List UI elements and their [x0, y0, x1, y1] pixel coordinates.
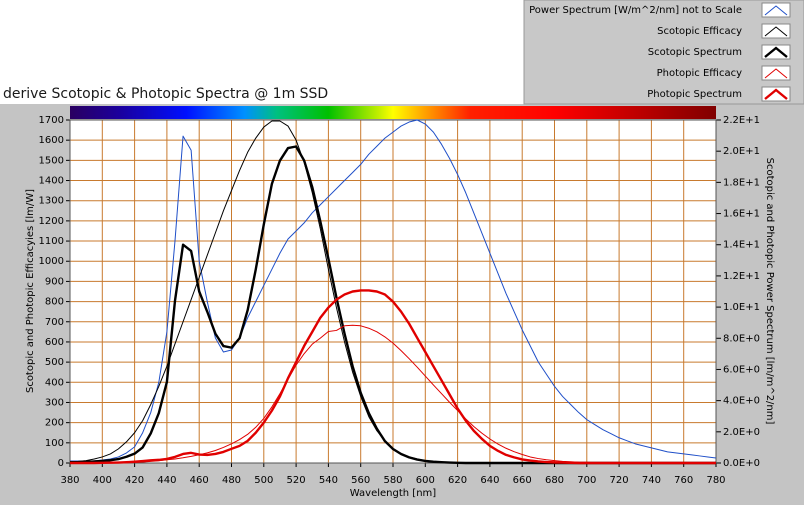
- y-tick-label: 1400: [39, 176, 64, 187]
- y2-tick-label: 4.0E+0: [723, 396, 760, 407]
- x-axis-title: Wavelength [nm]: [350, 488, 436, 499]
- legend-swatch: [764, 88, 788, 100]
- x-tick-label: 660: [513, 475, 532, 486]
- x-tick-label: 440: [157, 475, 176, 486]
- y2-tick-label: 1.2E+1: [723, 271, 760, 282]
- legend-swatch: [764, 5, 788, 16]
- y-tick-label: 600: [45, 337, 64, 348]
- y2-tick-label: 1.8E+1: [723, 177, 760, 188]
- legend-label: Photopic Efficacy: [657, 68, 742, 79]
- x-tick-label: 700: [577, 475, 596, 486]
- y-tick-label: 1100: [39, 236, 64, 247]
- y2-tick-label: 1.4E+1: [723, 240, 760, 251]
- x-tick-label: 460: [190, 475, 209, 486]
- y-tick-label: 700: [45, 317, 64, 328]
- y-tick-label: 1300: [39, 196, 64, 207]
- y2-tick-label: 2.0E+0: [723, 427, 760, 438]
- y-tick-label: 0: [58, 458, 64, 469]
- series-line: [70, 289, 716, 465]
- legend-swatch-box: [761, 2, 791, 18]
- x-tick-label: 760: [674, 475, 693, 486]
- x-tick-label: 640: [480, 475, 499, 486]
- plot-frame: [69, 119, 717, 464]
- legend-swatch-box: [761, 23, 791, 39]
- x-tick-label: 380: [60, 475, 79, 486]
- y2-tick-label: 8.0E+0: [723, 333, 760, 344]
- y2-axis-title: Scotopic and Photopic Power Spectrum [lm…: [764, 158, 775, 425]
- x-tick-label: 720: [610, 475, 629, 486]
- y2-tick-label: 2.2E+1: [723, 115, 760, 126]
- y-tick-label: 800: [45, 297, 64, 308]
- y-tick-label: 1000: [39, 256, 64, 267]
- x-tick-label: 400: [93, 475, 112, 486]
- y-tick-label: 1700: [39, 115, 64, 126]
- y-tick-label: 300: [45, 397, 64, 408]
- x-tick-label: 620: [448, 475, 467, 486]
- legend-label: Scotopic Efficacy: [657, 26, 742, 37]
- y-tick-label: 1500: [39, 155, 64, 166]
- x-tick-label: 540: [319, 475, 338, 486]
- y-tick-label: 500: [45, 357, 64, 368]
- x-tick-label: 420: [125, 475, 144, 486]
- legend-swatch-box: [761, 86, 791, 102]
- y-tick-label: 900: [45, 276, 64, 287]
- y2-tick-label: 0.0E+0: [723, 458, 760, 469]
- y-tick-label: 400: [45, 377, 64, 388]
- legend-swatch: [764, 46, 788, 58]
- x-tick-label: 500: [254, 475, 273, 486]
- y2-tick-label: 1.6E+1: [723, 209, 760, 220]
- y2-tick-label: 6.0E+0: [723, 364, 760, 375]
- x-tick-label: 520: [287, 475, 306, 486]
- legend-swatch: [764, 26, 788, 37]
- chart-title: derive Scotopic & Photopic Spectra @ 1m …: [3, 86, 328, 102]
- legend-label: Photopic Spectrum: [647, 89, 742, 100]
- y2-tick-label: 2.0E+1: [723, 146, 760, 157]
- x-tick-label: 780: [706, 475, 725, 486]
- x-tick-label: 480: [222, 475, 241, 486]
- series-line: [70, 119, 717, 462]
- y-axis-title: Scotopic and Photopic Efficacyies [lm/W]: [25, 189, 36, 393]
- legend-swatch-box: [761, 65, 791, 81]
- y-tick-label: 100: [45, 438, 64, 449]
- legend-swatch: [764, 68, 788, 79]
- y-tick-label: 1200: [39, 216, 64, 227]
- y2-tick-label: 1.0E+1: [723, 302, 760, 313]
- legend-label: Scotopic Spectrum: [648, 47, 742, 58]
- y-tick-label: 1600: [39, 135, 64, 146]
- legend-swatch-box: [761, 44, 791, 60]
- legend-label: Power Spectrum [W/m^2/nm] not to Scale: [529, 5, 742, 16]
- y-tick-label: 200: [45, 418, 64, 429]
- x-tick-label: 600: [416, 475, 435, 486]
- x-tick-label: 680: [545, 475, 564, 486]
- legend-box: [523, 0, 804, 105]
- x-tick-label: 740: [642, 475, 661, 486]
- x-tick-label: 580: [383, 475, 402, 486]
- x-tick-label: 560: [351, 475, 370, 486]
- spectrum-strip: [70, 106, 716, 119]
